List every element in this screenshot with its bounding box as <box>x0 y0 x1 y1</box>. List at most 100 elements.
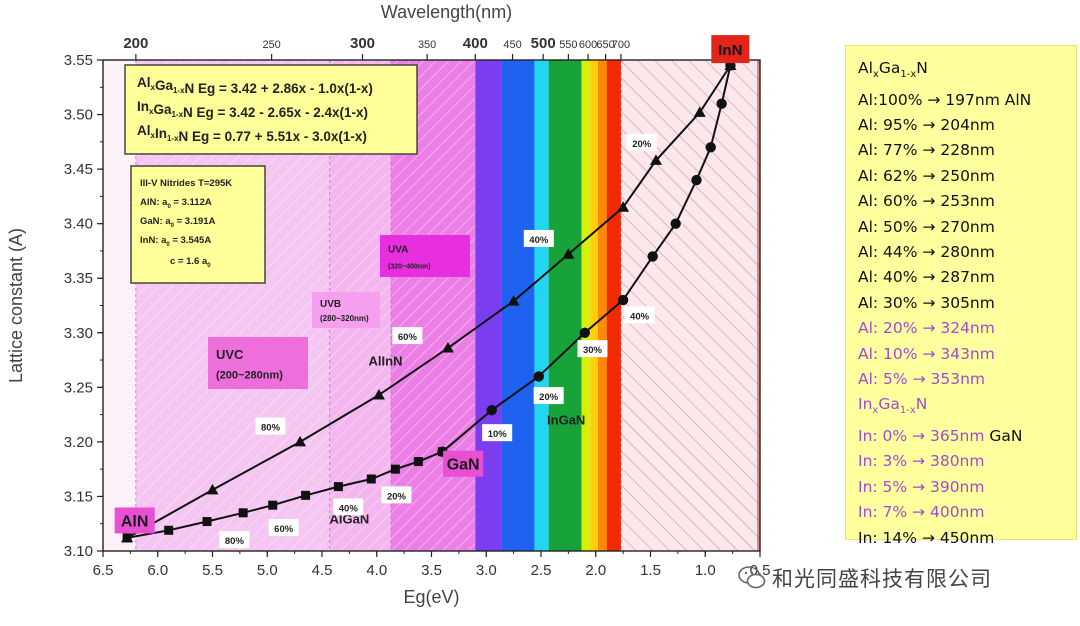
point-alinn <box>441 342 454 353</box>
x-axis-title: Eg(eV) <box>403 587 459 607</box>
x-tick-label: 3.5 <box>421 562 442 579</box>
top-tick-label: 550 <box>559 39 577 51</box>
top-tick-label: 300 <box>350 35 375 52</box>
point-alinn <box>294 435 307 447</box>
alloy-label: AlGaN <box>330 512 370 527</box>
percent-label: 40% <box>523 229 554 247</box>
top-tick-label: 200 <box>123 35 148 52</box>
point-ingan <box>691 174 702 186</box>
compound-label-box <box>114 507 155 534</box>
algan-header: AlxGa1-xN <box>858 59 928 81</box>
algan-row-text: Al: 30% → 305nm <box>858 293 995 312</box>
percent-label-text: 80% <box>261 423 281 434</box>
point-alinn <box>121 531 134 543</box>
x-tick-label: 6.5 <box>93 562 114 579</box>
algan-row-text: Al: 20% → 324nm <box>858 319 995 338</box>
params-title: III-V Nitrides T=295K <box>140 178 232 189</box>
params-c: c = 1.6 a0 <box>170 256 211 269</box>
algan-row-text: Al: 50% → 270nm <box>858 217 995 236</box>
algan-row: Al: 10% → 343nm <box>858 342 1076 367</box>
uv-label-title: UVA <box>388 245 408 256</box>
uv-label-box <box>312 292 380 328</box>
x-tick-label: 5.0 <box>257 562 278 579</box>
x-tick-label: 2.5 <box>531 562 552 579</box>
point-alinn <box>724 59 737 70</box>
point-alinn <box>649 154 662 165</box>
point-alinn <box>206 483 219 495</box>
y-tick-label: 3.30 <box>64 325 93 342</box>
percent-label-text: 60% <box>274 524 294 535</box>
algan-row-text: Al: 60% → 253nm <box>858 192 995 211</box>
uv-label-uva: UVA (320~400nm) <box>380 235 470 277</box>
ir-edge <box>757 60 760 551</box>
percent-label: 20% <box>381 486 412 504</box>
algan-row-text: Al: 62% → 250nm <box>858 166 995 185</box>
uv-label-title: UVB <box>320 299 341 310</box>
uv-label-uvc: UVC (200~280nm) <box>208 337 308 389</box>
compound-label-aln: AlN <box>114 507 155 534</box>
percent-label-text: 20% <box>539 392 559 403</box>
uv-label-range: (280~320nm) <box>320 314 369 323</box>
point-ingan <box>617 294 629 306</box>
point-ingan <box>579 327 590 338</box>
point-algan <box>366 474 376 484</box>
percent-label: 80% <box>219 531 250 549</box>
percent-label-bg <box>533 387 564 405</box>
point-alinn <box>562 248 575 259</box>
watermark-text: 和光同盛科技有限公司 <box>772 567 992 591</box>
ingan-header: InxGa1-xN <box>858 395 928 417</box>
point-algan <box>390 464 400 474</box>
spectrum-band <box>534 60 549 551</box>
params-row: InN: a0 = 3.545A <box>140 235 211 248</box>
point-algan <box>301 490 311 500</box>
percent-label-bg <box>381 486 412 504</box>
compound-label-text: GaN <box>447 457 480 474</box>
point-ingan <box>486 405 497 416</box>
top-axis-title: Wavelength(nm) <box>381 2 512 22</box>
point-algan <box>268 500 278 510</box>
watermark: 和光同盛科技有限公司 <box>738 560 1058 596</box>
spectrum-band <box>548 60 582 551</box>
algan-row: Al: 30% → 305nm <box>858 291 1076 316</box>
x-tick-label: 3.0 <box>476 562 497 579</box>
ingan-row-extra: GaN <box>984 426 1023 445</box>
percent-label-bg <box>392 327 423 345</box>
equation-line: InxGa1-xN Eg = 3.42 - 2.65x - 2.4x(1-x) <box>137 99 368 120</box>
algan-row: Al: 60% → 253nm <box>858 189 1076 214</box>
top-tick-label: 700 <box>612 39 630 51</box>
algan-row-text: Al: 77% → 228nm <box>858 141 995 160</box>
top-tick-label: 350 <box>418 39 436 51</box>
percent-label-bg <box>577 340 608 358</box>
params-box-bg <box>130 165 266 284</box>
compound-label-box <box>711 35 750 64</box>
ingan-rows: In: 0% → 365nm GaN In: 3% → 380nm In: 5% →… <box>858 424 1076 551</box>
percent-label: 80% <box>255 417 286 435</box>
point-ingan <box>647 251 658 262</box>
algan-row-text: Al: 5% → 353nm <box>858 369 985 388</box>
ingan-row-text: In: 7% → 400nm <box>858 503 985 522</box>
compound-label-text: InN <box>718 42 742 59</box>
spectrum-band <box>597 60 607 551</box>
x-tick-label: 2.0 <box>585 562 606 579</box>
uv-label-range: (320~400nm) <box>388 264 431 271</box>
percent-label-bg <box>624 306 655 324</box>
y-axis-title: Lattice constant (A) <box>6 228 26 383</box>
point-ingan <box>716 98 727 109</box>
point-algan <box>413 457 423 467</box>
x-tick-label: 5.5 <box>202 562 223 579</box>
y-tick-label: 3.10 <box>64 543 93 560</box>
percent-label: 30% <box>577 340 608 358</box>
point-ingan <box>533 371 545 382</box>
point-algan <box>238 508 248 518</box>
composition-panel: AlxGa1-xN Al:100% → 197nm AlN Al: 95% → 2… <box>845 45 1077 547</box>
percent-label-bg <box>333 498 364 516</box>
x-tick-label: 1.5 <box>640 562 661 579</box>
algan-row-text: Al: 10% → 343nm <box>858 344 995 363</box>
top-tick-label: 500 <box>531 35 556 52</box>
ingan-row: In: 5% → 390nm <box>858 475 1076 500</box>
algan-row: Al: 44% → 280nm <box>858 240 1076 265</box>
algan-row-text: Al: 44% → 280nm <box>858 242 995 261</box>
point-algan <box>164 525 174 535</box>
algan-row: Al: 95% → 204nm <box>858 113 1076 138</box>
top-tick-label: 400 <box>463 35 488 52</box>
